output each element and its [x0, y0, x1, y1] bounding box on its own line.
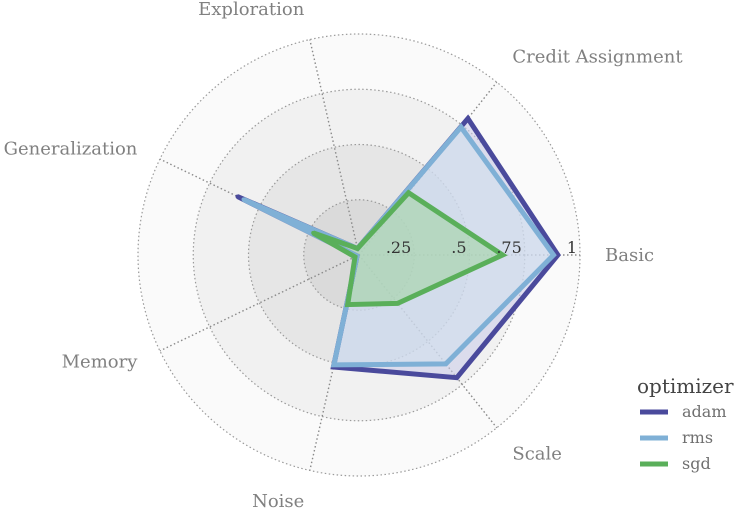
data-point-rms	[443, 361, 448, 366]
radial-tick-label: .5	[451, 238, 466, 257]
grid-spoke	[309, 39, 360, 256]
axis-label-exploration: Exploration	[198, 0, 305, 20]
grid-spoke	[159, 254, 360, 352]
legend-label-sgd: sgd	[682, 454, 711, 473]
radial-tick-label: .75	[496, 238, 521, 257]
data-point-sgd	[406, 190, 411, 195]
legend-label-rms: rms	[682, 428, 713, 447]
data-point-adam	[465, 116, 470, 121]
data-point-rms	[241, 197, 246, 202]
legend-label-adam: adam	[682, 402, 727, 421]
data-point-rms	[459, 125, 463, 130]
data-point-adam	[235, 194, 240, 199]
data-point-sgd	[345, 302, 350, 307]
data-point-adam	[454, 375, 459, 380]
legend-title: optimizer	[637, 374, 734, 398]
axis-label-credit-assignment: Credit Assignment	[512, 47, 683, 68]
data-point-sgd	[395, 301, 400, 306]
data-point-sgd	[353, 254, 357, 259]
radial-tick-labels: .25 .5 .75 1	[386, 238, 577, 257]
axis-label-basic: Basic	[605, 245, 654, 266]
radial-tick-label: .25	[386, 238, 411, 257]
data-point-rms	[551, 253, 556, 257]
axis-label-generalization: Generalization	[4, 138, 138, 159]
axis-label-noise: Noise	[252, 491, 304, 511]
series-line-sgd	[311, 189, 508, 308]
radial-tick-label: 1	[567, 238, 577, 257]
series-line-rms	[242, 123, 557, 368]
axis-label-memory: Memory	[62, 352, 139, 373]
data-point-sgd	[355, 246, 360, 251]
data-point-sgd	[500, 253, 505, 257]
axis-label-scale: Scale	[512, 443, 562, 464]
data-point-sgd	[311, 230, 316, 235]
data-point-adam	[555, 253, 560, 257]
legend: optimizer adam rms sgd	[637, 374, 734, 473]
series-layer	[235, 114, 562, 381]
axis-labels: Basic Credit Assignment Exploration General…	[4, 0, 684, 512]
data-point-rms	[331, 362, 336, 367]
